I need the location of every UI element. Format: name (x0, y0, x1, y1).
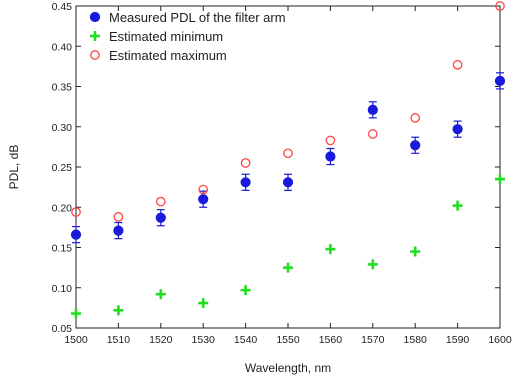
data-point (283, 262, 293, 273)
data-point (495, 174, 505, 185)
data-point (367, 129, 378, 139)
data-point (495, 1, 505, 11)
x-tick-label: 1570 (361, 334, 385, 346)
data-point (155, 196, 166, 207)
data-point (240, 285, 251, 296)
data-point (71, 207, 81, 217)
legend-marker (90, 50, 100, 60)
y-axis-label: PDL, dB (7, 145, 21, 190)
series-0 (70, 72, 506, 244)
data-point (452, 59, 463, 70)
series-1 (71, 174, 505, 319)
axis-ticks (75, 5, 501, 329)
data-point (410, 113, 421, 123)
x-tick-label: 1580 (404, 334, 428, 346)
legend-label: Estimated maximum (109, 48, 227, 63)
data-point (71, 308, 81, 319)
series-2 (71, 1, 505, 222)
y-tick-label: 0.35 (52, 82, 73, 94)
tick-labels: 1500 1510 1520 1530 1540 1550 1560 1570 1580 1590… (52, 1, 512, 346)
data-point (367, 104, 378, 115)
x-tick-label: 1560 (319, 334, 343, 346)
y-tick-label: 0.40 (52, 41, 73, 53)
data-point (155, 212, 166, 223)
x-tick-label: 1520 (149, 334, 173, 346)
x-tick-label: 1510 (107, 334, 131, 346)
data-point (198, 184, 209, 195)
data-point (155, 289, 166, 300)
x-tick-label: 1540 (234, 334, 258, 346)
data-point (325, 135, 336, 146)
data-point (367, 259, 378, 270)
data-point (113, 212, 124, 222)
data-point (113, 305, 124, 316)
x-tick-label: 1600 (488, 334, 512, 346)
legend-marker (89, 11, 101, 23)
data-point (325, 151, 336, 162)
x-tick-label: 1530 (192, 334, 216, 346)
x-axis-label: Wavelength, nm (245, 361, 331, 375)
data-point (198, 298, 209, 309)
y-tick-label: 0.25 (52, 162, 73, 174)
y-tick-label: 0.30 (52, 122, 73, 134)
data-point (282, 177, 294, 188)
data-point (240, 158, 251, 168)
data-point (410, 246, 421, 257)
data-point (70, 229, 82, 240)
legend: Measured PDL of the filter arm Estimated … (89, 10, 286, 63)
data-series (70, 1, 506, 319)
y-tick-label: 0.45 (52, 1, 73, 13)
data-point (325, 244, 336, 255)
data-point (198, 194, 209, 205)
legend-label: Measured PDL of the filter arm (109, 10, 286, 25)
data-point (240, 177, 251, 188)
data-point (494, 75, 506, 86)
legend-label: Estimated minimum (109, 29, 223, 44)
y-tick-label: 0.20 (52, 202, 73, 214)
data-point (452, 124, 463, 135)
y-tick-label: 0.10 (52, 283, 73, 295)
x-tick-label: 1500 (64, 334, 88, 346)
data-point (410, 140, 421, 151)
data-point (283, 148, 293, 159)
data-point (452, 200, 463, 211)
x-tick-label: 1550 (276, 334, 300, 346)
x-tick-label: 1590 (446, 334, 470, 346)
y-tick-label: 0.05 (52, 323, 73, 335)
y-tick-label: 0.15 (52, 243, 73, 255)
data-point (113, 225, 124, 236)
legend-marker (90, 31, 100, 41)
